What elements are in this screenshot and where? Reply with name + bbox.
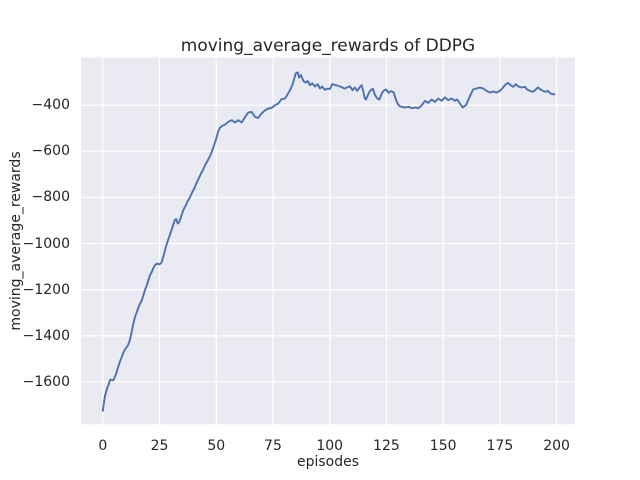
y-tick-label: −1600 <box>22 373 70 390</box>
y-tick-label: −1200 <box>22 281 70 298</box>
x-tick-label: 100 <box>316 438 344 454</box>
x-tick-label: 25 <box>150 438 169 454</box>
x-axis-label: episodes <box>296 454 360 470</box>
x-tick-label: 150 <box>429 438 457 454</box>
plot-background <box>81 57 575 425</box>
y-tick-label: −800 <box>31 189 70 206</box>
x-tick-label: 50 <box>207 438 226 454</box>
x-tick-label: 125 <box>373 438 400 454</box>
x-tick-label: 0 <box>98 438 108 454</box>
x-tick-label: 175 <box>486 438 514 454</box>
y-tick-label: −600 <box>31 143 70 160</box>
x-tick-label: 200 <box>543 438 570 454</box>
y-tick-label: −1400 <box>22 327 70 344</box>
y-tick-label: −400 <box>31 97 70 114</box>
y-tick-label: −1000 <box>22 235 70 252</box>
x-tick-label: 75 <box>264 438 282 454</box>
chart-title: moving_average_rewards of DDPG <box>180 36 476 56</box>
series-line-moving_average_rewards <box>101 71 556 412</box>
